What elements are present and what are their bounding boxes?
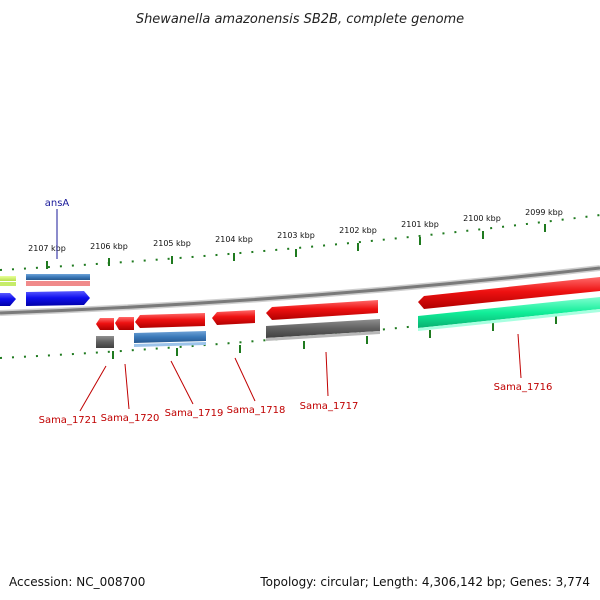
gene-label-sama-1717[interactable]: Sama_1717 (300, 401, 359, 412)
tick-label: 2107 kbp (28, 244, 66, 253)
feature-lime-lower[interactable] (0, 282, 16, 286)
tick-label: 2105 kbp (153, 239, 191, 248)
tick-label: 2103 kbp (277, 231, 315, 240)
gene-label-sama-1716[interactable]: Sama_1716 (494, 382, 553, 393)
gene-label-sama-1718[interactable]: Sama_1718 (227, 405, 286, 416)
inner-ticks (112, 316, 557, 359)
cog-track (96, 297, 600, 348)
inner-track-genes (96, 277, 600, 330)
gene-sama-1718[interactable] (212, 310, 255, 325)
feature-salmon[interactable] (26, 281, 90, 286)
gene-sama-1721[interactable] (96, 318, 114, 330)
gene-sama-1717[interactable] (266, 300, 378, 320)
tick-label: 2106 kbp (90, 242, 128, 251)
outer-ticks (46, 224, 546, 269)
gene-labels: Sama_1721 Sama_1720 Sama_1719 Sama_1718 … (39, 382, 553, 426)
tick-label: 2104 kbp (215, 235, 253, 244)
outer-track-features (0, 274, 90, 306)
outer-ruler (0, 214, 600, 271)
cog-bar-gray-shine (266, 331, 380, 341)
label-leaders (79, 333, 522, 412)
gene-sama-1716[interactable] (418, 277, 600, 309)
ansA-label-group: ansA (45, 198, 70, 259)
tick-label: 2099 kbp (525, 208, 563, 217)
genome-backbone (0, 265, 600, 316)
topology-text: Topology: circular; Length: 4,306,142 bp… (259, 575, 590, 589)
accession-text: Accession: NC_008700 (9, 575, 145, 589)
tick-label: 2101 kbp (401, 220, 439, 229)
gene-label-ansA[interactable]: ansA (45, 198, 70, 209)
cog-bar-blue-shine (134, 342, 206, 347)
tick-label: 2102 kbp (339, 226, 377, 235)
cog-bar-gray[interactable] (96, 336, 114, 348)
gene-label-sama-1719[interactable]: Sama_1719 (165, 408, 224, 419)
tick-labels: 2107 kbp 2106 kbp 2105 kbp 2104 kbp 2103… (28, 208, 563, 253)
feature-cog-blue[interactable] (26, 274, 90, 280)
gene-partial-left[interactable] (0, 293, 16, 306)
gene-sama-1720[interactable] (115, 317, 134, 330)
cog-bar-green-shine (418, 309, 600, 331)
cog-bar-gray[interactable] (266, 319, 380, 338)
gene-ansA[interactable] (26, 291, 90, 306)
cog-bar-blue[interactable] (134, 331, 206, 343)
genome-title: Shewanella amazonensis SB2B, complete ge… (136, 12, 464, 27)
tick-label: 2100 kbp (463, 214, 501, 223)
cog-bar-green[interactable] (418, 297, 600, 328)
gene-label-sama-1721[interactable]: Sama_1721 (39, 415, 98, 426)
gene-label-sama-1720[interactable]: Sama_1720 (101, 413, 160, 424)
gene-sama-1719[interactable] (135, 313, 205, 328)
feature-lime[interactable] (0, 276, 16, 281)
